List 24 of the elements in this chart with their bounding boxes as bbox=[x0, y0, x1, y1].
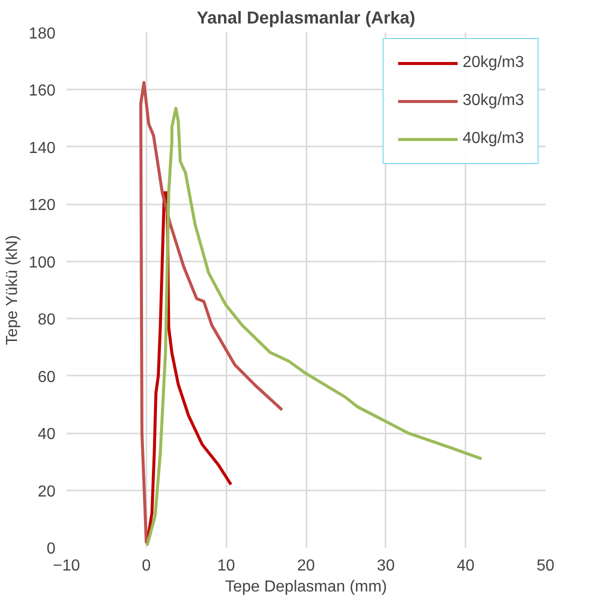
x-tick-label: 50 bbox=[536, 558, 554, 574]
x-tick-label: −10 bbox=[52, 558, 80, 574]
y-axis-title: Tepe Yükü (kN) bbox=[4, 235, 21, 346]
line-series bbox=[139, 81, 284, 545]
x-tick-label: 20 bbox=[297, 558, 315, 574]
x-tick-label: 0 bbox=[142, 558, 151, 574]
x-tick-label: 10 bbox=[217, 558, 236, 574]
x-tick-label: 30 bbox=[376, 558, 395, 574]
y-tick-label: 100 bbox=[28, 254, 56, 272]
y-tick-label: 140 bbox=[28, 140, 56, 157]
x-tick-label: 40 bbox=[456, 558, 475, 574]
y-tick-label: 0 bbox=[46, 540, 56, 558]
x-axis-title: Tepe Deplasman (mm) bbox=[225, 578, 387, 596]
legend-label: 20kg/m3 bbox=[462, 54, 524, 72]
y-tick-label: 40 bbox=[38, 426, 56, 444]
chart-title: Yanal Deplasmanlar (Arka) bbox=[196, 8, 416, 28]
y-tick-label: 20 bbox=[38, 483, 56, 500]
y-tick-label: 60 bbox=[38, 368, 56, 386]
y-tick-label: 160 bbox=[28, 82, 56, 100]
y-tick-label: 80 bbox=[38, 312, 56, 329]
y-tick-label: 180 bbox=[28, 26, 56, 42]
legend-label: 30kg/m3 bbox=[462, 92, 524, 110]
legend-label: 40kg/m3 bbox=[462, 130, 524, 148]
y-tick-label: 120 bbox=[28, 197, 56, 214]
